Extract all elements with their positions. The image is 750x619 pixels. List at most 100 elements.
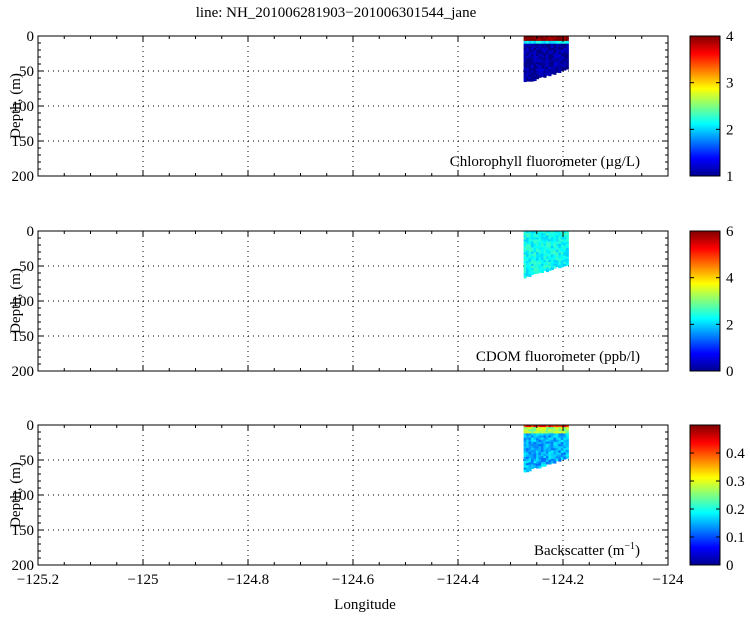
data-cell xyxy=(536,429,540,432)
data-cell xyxy=(565,239,569,243)
data-cell xyxy=(538,268,542,271)
data-cell xyxy=(540,38,545,42)
data-cell xyxy=(540,51,545,55)
data-cell xyxy=(528,251,532,255)
data-cell xyxy=(545,449,550,453)
data-cell xyxy=(558,456,562,460)
data-cell xyxy=(545,64,550,68)
data-cell xyxy=(548,62,552,66)
data-cell xyxy=(526,437,530,441)
data-cell xyxy=(565,248,569,251)
data-cell xyxy=(563,448,567,451)
data-cell xyxy=(560,56,564,59)
data-cell xyxy=(531,235,535,238)
data-cell xyxy=(523,237,527,241)
data-cell xyxy=(533,231,537,234)
data-cell xyxy=(558,429,562,432)
data-cell xyxy=(528,259,532,263)
data-cell xyxy=(548,247,552,251)
data-cell xyxy=(555,66,559,69)
data-cell xyxy=(540,249,545,253)
data-cell xyxy=(543,427,547,430)
data-cell xyxy=(538,38,542,42)
data-cell xyxy=(543,56,547,59)
data-cell xyxy=(545,62,550,66)
data-cell xyxy=(523,43,527,47)
data-cell xyxy=(543,52,547,55)
y-tick-label: 100 xyxy=(12,294,35,310)
data-cell xyxy=(558,433,562,437)
data-cell xyxy=(545,265,550,268)
data-cell xyxy=(538,450,542,454)
data-cell xyxy=(558,441,562,445)
y-tick-label: 0 xyxy=(27,224,35,240)
data-cell xyxy=(536,36,540,40)
data-cell xyxy=(536,56,540,59)
data-cell xyxy=(550,241,554,245)
data-cell xyxy=(563,239,567,242)
data-cell xyxy=(531,261,535,265)
data-cell xyxy=(560,439,564,443)
data-cell xyxy=(536,74,540,78)
data-cell xyxy=(563,431,567,434)
data-cell xyxy=(560,254,564,257)
data-cell xyxy=(550,69,554,73)
data-cell xyxy=(560,249,564,253)
data-cell xyxy=(550,239,554,243)
data-cell xyxy=(563,54,567,58)
data-cell xyxy=(548,231,552,234)
data-cell xyxy=(543,231,547,234)
data-cell xyxy=(533,427,537,430)
data-cell xyxy=(538,465,542,469)
data-cell xyxy=(523,265,527,268)
data-cell xyxy=(540,74,545,78)
data-cell xyxy=(540,433,545,437)
data-cell xyxy=(545,425,550,428)
data-cell xyxy=(533,43,537,47)
data-cell xyxy=(531,456,535,459)
y-tick-label: 0 xyxy=(27,29,35,45)
data-cell xyxy=(545,455,550,459)
data-cell xyxy=(545,241,550,245)
data-cell xyxy=(540,262,545,265)
data-cell xyxy=(558,58,562,61)
data-cell xyxy=(565,254,569,258)
data-cell xyxy=(565,443,569,447)
data-cell xyxy=(531,247,535,251)
data-cell xyxy=(523,64,527,68)
data-cell xyxy=(560,38,564,42)
data-cell xyxy=(538,431,542,434)
panel-annotation: CDOM fluorometer (ppb/l) xyxy=(476,349,640,365)
data-cell xyxy=(558,427,562,430)
data-cell xyxy=(543,54,547,57)
data-cell xyxy=(560,47,564,51)
data-cell xyxy=(528,468,532,472)
data-cell xyxy=(563,251,567,255)
data-cell xyxy=(550,50,554,53)
data-cell xyxy=(545,235,550,238)
data-cell xyxy=(563,241,567,244)
data-cell xyxy=(550,245,554,249)
data-cell xyxy=(526,72,530,76)
data-cell xyxy=(545,435,550,439)
data-cell xyxy=(553,64,557,67)
data-cell xyxy=(531,454,535,457)
data-cell xyxy=(536,433,540,437)
data-cell xyxy=(526,265,530,269)
data-cell xyxy=(538,457,542,460)
data-cell xyxy=(538,448,542,452)
data-cell xyxy=(555,64,559,67)
data-cell xyxy=(523,49,527,53)
data-cell xyxy=(528,49,532,53)
data-cell xyxy=(538,70,542,74)
data-cell xyxy=(528,431,532,434)
data-cell xyxy=(555,45,559,49)
data-cell xyxy=(533,437,537,441)
data-cell xyxy=(540,455,545,459)
data-cell xyxy=(526,258,530,262)
data-cell xyxy=(560,446,564,450)
data-cell xyxy=(528,40,532,45)
data-cell xyxy=(560,429,564,432)
data-cell xyxy=(553,249,557,253)
data-cell xyxy=(550,237,554,241)
